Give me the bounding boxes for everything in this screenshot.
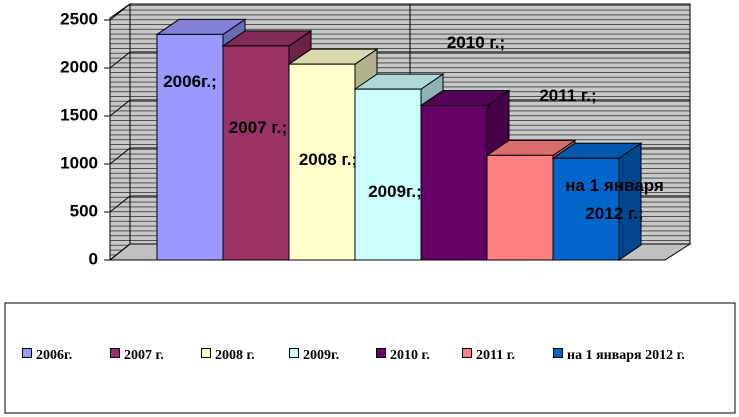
legend-label: 2011 г.: [476, 348, 516, 363]
legend-swatch: [289, 348, 299, 358]
grid-line: [109, 3, 690, 21]
data-label: 2006г.;: [163, 72, 217, 91]
legend-item: 2007 г.: [110, 348, 164, 364]
legend-item: 2011 г.: [462, 348, 515, 364]
side-wall: [109, 3, 131, 262]
data-label: 2007 г.;: [228, 118, 288, 137]
data-label: 2009г.;: [368, 182, 422, 201]
legend-label: 2010 г.: [390, 348, 430, 363]
legend-swatch: [22, 348, 32, 358]
legend-swatch: [110, 348, 120, 358]
data-label: на 1 января 2012 г.;: [565, 176, 664, 223]
legend-item: 2008 г.: [201, 348, 255, 364]
legend-label: 2009г.: [303, 348, 340, 363]
y-tick-label: 500: [70, 201, 98, 220]
bar: [420, 104, 488, 261]
legend-swatch: [201, 348, 211, 358]
bar: [354, 88, 422, 261]
legend-item: 2006г.: [22, 348, 72, 364]
grid-line: [109, 51, 690, 69]
legend-label: на 1 января 2012 г.: [567, 348, 685, 363]
data-label: 2011 г.;: [539, 86, 597, 105]
legend-item: 2009г.: [289, 348, 339, 364]
legend-label: 2008 г.: [215, 348, 255, 363]
bar: [486, 154, 554, 261]
legend-item: 2010 г.: [376, 348, 430, 364]
bar: [222, 45, 290, 261]
y-tick-label: 1000: [60, 153, 98, 172]
y-tick-label: 1500: [60, 105, 98, 124]
legend-swatch: [462, 348, 472, 358]
bar: [288, 63, 356, 261]
legend-swatch: [376, 348, 386, 358]
legend-label: 2006г.: [36, 348, 73, 363]
legend-label: 2007 г.: [124, 348, 164, 363]
y-tick-label: 0: [89, 249, 98, 268]
y-tick-label: 2000: [60, 57, 98, 76]
bar: [156, 33, 224, 261]
data-label: 2008 г.;: [298, 150, 358, 169]
y-tick-label: 2500: [60, 9, 98, 28]
data-label: 2010 г.;: [446, 33, 506, 52]
bar: [552, 157, 620, 261]
legend-swatch: [553, 348, 563, 358]
legend-box: [4, 302, 736, 414]
legend-item: на 1 января 2012 г.: [553, 348, 685, 364]
